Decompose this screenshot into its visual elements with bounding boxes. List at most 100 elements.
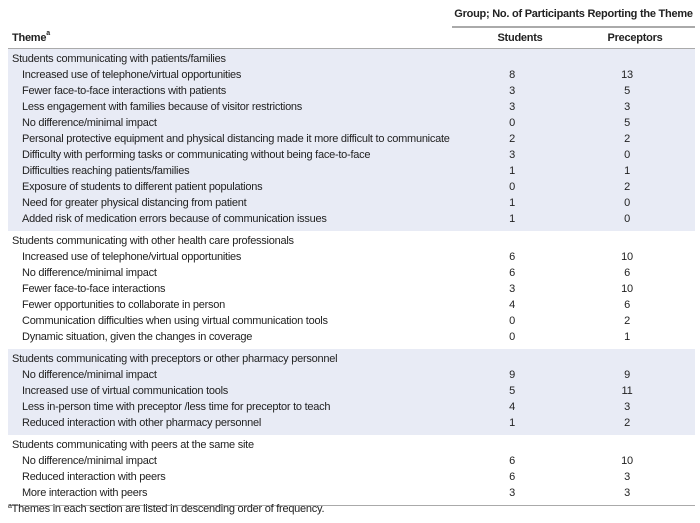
students-count: 8: [509, 69, 515, 81]
preceptors-count: 3: [624, 487, 630, 499]
theme-cell: Reduced interaction with peers: [22, 471, 166, 483]
students-count: 1: [509, 165, 515, 177]
theme-cell: Reduced interaction with other pharmacy …: [22, 417, 262, 429]
students-count: 6: [509, 455, 515, 467]
table-row: No difference/minimal impact 6 6: [8, 265, 695, 281]
theme-cell: Need for greater physical distancing fro…: [22, 197, 247, 209]
preceptors-count: 6: [624, 267, 630, 279]
students-count: 3: [509, 487, 515, 499]
table-row: Less in-person time with preceptor /less…: [8, 399, 695, 415]
table-row: Increased use of telephone/virtual oppor…: [8, 249, 695, 265]
section-title-row: Students communicating with preceptors o…: [8, 351, 695, 367]
group-header: Group; No. of Participants Reporting the…: [452, 6, 695, 28]
column-header-row: Themea Students Preceptors: [8, 30, 695, 49]
table-row: Dynamic situation, given the changes in …: [8, 329, 695, 345]
table-row: No difference/minimal impact 9 9: [8, 367, 695, 383]
section-title: Students communicating with peers at the…: [12, 439, 254, 451]
table-row: No difference/minimal impact 6 10: [8, 453, 695, 469]
preceptors-count: 11: [621, 385, 633, 397]
section-title-row: Students communicating with peers at the…: [8, 437, 695, 453]
students-count: 2: [509, 133, 515, 145]
students-count: 3: [509, 85, 515, 97]
students-count: 5: [509, 385, 515, 397]
theme-cell: Exposure of students to different patien…: [22, 181, 263, 193]
table-row: Communication difficulties when using vi…: [8, 313, 695, 329]
students-count: 9: [509, 369, 515, 381]
footnote-mark: a: [46, 30, 50, 37]
theme-cell: Fewer face-to-face interactions with pat…: [22, 85, 226, 97]
preceptors-header: Preceptors: [607, 32, 663, 44]
students-header: Students: [497, 32, 543, 44]
table-section: Students communicating with patients/fam…: [8, 49, 695, 231]
table-section: Students communicating with peers at the…: [8, 435, 695, 505]
theme-cell: No difference/minimal impact: [22, 117, 157, 129]
table-row: Reduced interaction with other pharmacy …: [8, 415, 695, 431]
theme-cell: Fewer opportunities to collaborate in pe…: [22, 299, 226, 311]
theme-cell: More interaction with peers: [22, 487, 148, 499]
students-count: 6: [509, 251, 515, 263]
preceptors-count: 0: [624, 213, 630, 225]
table-section: Students communicating with preceptors o…: [8, 349, 695, 435]
preceptors-count: 3: [624, 401, 630, 413]
preceptors-count: 10: [621, 283, 633, 295]
preceptors-count: 13: [621, 69, 633, 81]
preceptors-count: 10: [621, 251, 633, 263]
table-row: Reduced interaction with peers 6 3: [8, 469, 695, 485]
students-count: 4: [509, 401, 515, 413]
preceptors-count: 2: [624, 181, 630, 193]
table-row: Less engagement with families because of…: [8, 99, 695, 115]
preceptors-count: 10: [621, 455, 633, 467]
preceptors-count: 3: [624, 101, 630, 113]
preceptors-count: 6: [624, 299, 630, 311]
theme-cell: No difference/minimal impact: [22, 455, 157, 467]
table-row: Personal protective equipment and physic…: [8, 131, 695, 147]
table-row: Need for greater physical distancing fro…: [8, 195, 695, 211]
theme-cell: Increased use of virtual communication t…: [22, 385, 229, 397]
preceptors-count: 1: [624, 331, 630, 343]
section-title: Students communicating with other health…: [12, 235, 294, 247]
preceptors-count: 0: [624, 149, 630, 161]
students-count: 6: [509, 267, 515, 279]
preceptors-count: 1: [624, 165, 630, 177]
preceptors-count: 0: [624, 197, 630, 209]
theme-cell: Communication difficulties when using vi…: [22, 315, 328, 327]
students-count: 1: [509, 417, 515, 429]
table-row: Fewer face-to-face interactions 3 10: [8, 281, 695, 297]
table-row: Increased use of virtual communication t…: [8, 383, 695, 399]
table-row: No difference/minimal impact 0 5: [8, 115, 695, 131]
preceptors-count: 5: [624, 85, 630, 97]
preceptors-count: 5: [624, 117, 630, 129]
students-count: 3: [509, 283, 515, 295]
table-row: Exposure of students to different patien…: [8, 179, 695, 195]
theme-cell: Dynamic situation, given the changes in …: [22, 331, 253, 343]
preceptors-count: 2: [624, 315, 630, 327]
section-title-row: Students communicating with patients/fam…: [8, 51, 695, 67]
table-row: Difficulty with performing tasks or comm…: [8, 147, 695, 163]
table-row: Increased use of telephone/virtual oppor…: [8, 67, 695, 83]
students-count: 3: [509, 101, 515, 113]
section-title-row: Students communicating with other health…: [8, 233, 695, 249]
table-row: Added risk of medication errors because …: [8, 211, 695, 227]
footnote-mark: a: [8, 503, 12, 510]
students-count: 1: [509, 213, 515, 225]
theme-header: Themea: [12, 30, 50, 46]
students-count: 0: [509, 117, 515, 129]
preceptors-count: 9: [624, 369, 630, 381]
students-count: 4: [509, 299, 515, 311]
students-count: 0: [509, 315, 515, 327]
themes-table: Students communicating with patients/fam…: [8, 49, 695, 506]
students-count: 6: [509, 471, 515, 483]
footnote-text: Themes in each section are listed in des…: [11, 503, 325, 515]
theme-cell: Increased use of telephone/virtual oppor…: [22, 69, 242, 81]
theme-cell: Difficulty with performing tasks or comm…: [22, 149, 371, 161]
theme-header-text: Theme: [12, 32, 47, 44]
students-count: 1: [509, 197, 515, 209]
theme-cell: Less engagement with families because of…: [22, 101, 303, 113]
students-count: 0: [509, 331, 515, 343]
preceptors-count: 2: [624, 417, 630, 429]
section-title: Students communicating with preceptors o…: [12, 353, 338, 365]
students-count: 0: [509, 181, 515, 193]
footnote: aThemes in each section are listed in de…: [8, 503, 325, 515]
theme-cell: Difficulties reaching patients/families: [22, 165, 190, 177]
students-count: 3: [509, 149, 515, 161]
